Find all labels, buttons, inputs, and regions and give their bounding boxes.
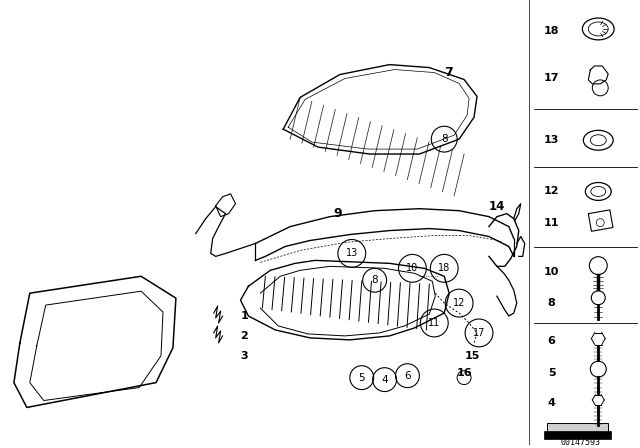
Text: 00147593: 00147593 bbox=[561, 439, 600, 448]
Text: 8: 8 bbox=[441, 134, 447, 144]
Text: 12: 12 bbox=[544, 186, 559, 196]
Text: 1: 1 bbox=[241, 311, 248, 321]
Text: 12: 12 bbox=[453, 298, 465, 308]
Text: 17: 17 bbox=[473, 328, 485, 338]
Text: 18: 18 bbox=[438, 263, 451, 273]
Text: 5: 5 bbox=[358, 373, 365, 383]
Text: 8: 8 bbox=[371, 275, 378, 285]
Bar bbox=[547, 423, 608, 435]
Bar bbox=[588, 210, 613, 231]
Text: 13: 13 bbox=[346, 249, 358, 258]
Text: 15: 15 bbox=[465, 351, 481, 361]
Text: 6: 6 bbox=[548, 336, 556, 345]
Text: 2: 2 bbox=[241, 331, 248, 341]
Text: 17: 17 bbox=[544, 73, 559, 83]
Text: 14: 14 bbox=[489, 200, 505, 213]
Text: 8: 8 bbox=[548, 298, 556, 308]
Text: 13: 13 bbox=[544, 135, 559, 145]
Text: 3: 3 bbox=[241, 351, 248, 361]
Text: 4: 4 bbox=[381, 375, 388, 385]
Text: 5: 5 bbox=[548, 368, 556, 378]
Text: 4: 4 bbox=[548, 398, 556, 408]
Bar bbox=[543, 431, 611, 439]
Text: 10: 10 bbox=[406, 263, 419, 273]
Text: 10: 10 bbox=[544, 267, 559, 276]
Text: 9: 9 bbox=[333, 207, 342, 220]
Text: 7: 7 bbox=[444, 66, 453, 79]
Text: 11: 11 bbox=[544, 218, 559, 228]
Text: 18: 18 bbox=[544, 26, 559, 36]
Text: 11: 11 bbox=[428, 318, 440, 328]
Text: 6: 6 bbox=[404, 370, 411, 381]
Text: 16: 16 bbox=[457, 368, 473, 378]
